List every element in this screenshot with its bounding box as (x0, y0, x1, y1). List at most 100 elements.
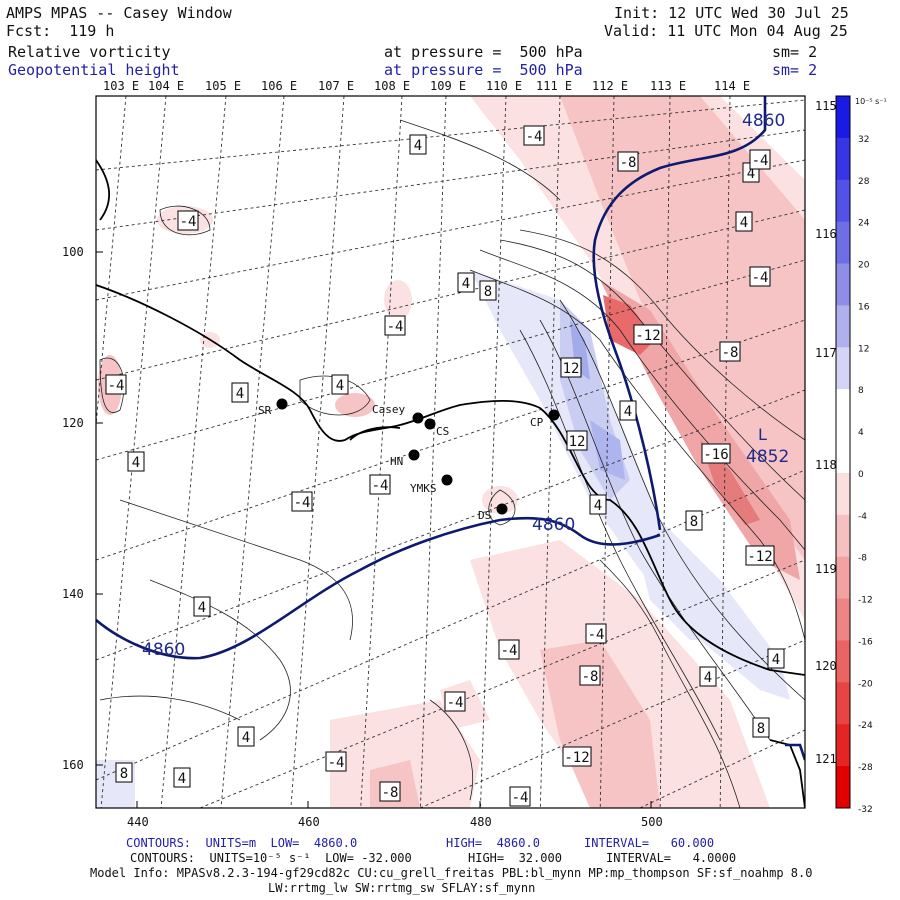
vorticity-label: -4 (523, 125, 545, 146)
svg-text:YMKS: YMKS (410, 482, 437, 495)
top-longitude-label: 114 E (714, 79, 750, 93)
svg-text:4: 4 (462, 276, 470, 292)
svg-text:8: 8 (120, 766, 128, 782)
colorbar-label: -32 (858, 805, 873, 815)
vorticity-label: 8 (685, 510, 703, 531)
colorbar-swatch (836, 598, 850, 641)
svg-text:4: 4 (198, 600, 206, 616)
vorticity-label: -4 (749, 266, 771, 287)
x-axis-tick: 440 (127, 815, 149, 829)
top-longitude-label: 111 E (536, 79, 572, 93)
valid-time: Valid: 11 UTC Mon 04 Aug 25 (604, 22, 848, 40)
svg-text:DS: DS (478, 509, 491, 522)
svg-text:4: 4 (178, 771, 186, 787)
svg-text:4: 4 (132, 455, 140, 471)
colorbar: 32 28 24 20 16 12 8 4 0 -4 -8 -12 -16 -20 -24 -28 -32 10⁻… (835, 95, 887, 815)
vorticity-contour-info: CONTOURS: UNITS=10⁻⁵ s⁻¹ LOW= -32.000 (130, 851, 412, 865)
vorticity-label: -4 (325, 751, 347, 772)
model-info-physics: LW:rrtmg_lw SW:rrtmg_sw SFLAY:sf_mynn (268, 881, 536, 895)
field2-name: Geopotential height (8, 61, 180, 79)
colorbar-label: 28 (858, 177, 870, 187)
colorbar-label: -28 (858, 763, 873, 773)
vorticity-label: -4 (498, 639, 520, 660)
svg-text:4: 4 (740, 215, 748, 231)
svg-text:12: 12 (569, 434, 586, 450)
colorbar-label: 0 (858, 470, 864, 480)
vorticity-label: 12 (560, 357, 582, 378)
vorticity-label: 4 (231, 382, 249, 403)
field1-smoothing: sm= 2 (772, 43, 818, 61)
svg-text:-8: -8 (722, 345, 739, 361)
vorticity-label: 4 (457, 272, 475, 293)
vorticity-label: -4 (369, 474, 391, 495)
vorticity-label: -4 (384, 315, 406, 336)
y-axis-tick: 100 (62, 245, 84, 259)
vorticity-label: -8 (617, 151, 639, 172)
height-contour-label: 4860 (142, 640, 185, 660)
svg-text:-4: -4 (526, 129, 543, 145)
field2-level: at pressure = 500 hPa (384, 61, 583, 79)
vorticity-label: -12 (562, 746, 592, 767)
colorbar-label: 12 (858, 344, 869, 354)
y-axis-tick: 120 (62, 416, 84, 430)
svg-text:-12: -12 (635, 328, 660, 344)
colorbar-swatch (836, 766, 850, 809)
vorticity-label: -4 (291, 491, 313, 512)
top-longitude-label: 109 E (430, 79, 466, 93)
colorbar-label: 16 (858, 302, 870, 312)
svg-text:4: 4 (747, 166, 755, 182)
colorbar-label: 32 (858, 135, 869, 145)
svg-text:4: 4 (414, 138, 422, 154)
vorticity-label: 8 (752, 717, 770, 738)
svg-text:4: 4 (772, 652, 780, 668)
svg-text:-4: -4 (328, 755, 345, 771)
svg-text:-4: -4 (447, 695, 464, 711)
colorbar-swatch (836, 640, 850, 683)
svg-text:CS: CS (436, 425, 449, 438)
height-contour-info: CONTOURS: UNITS=m LOW= 4860.0 (126, 836, 358, 850)
svg-text:-4: -4 (372, 478, 389, 494)
colorbar-label: -8 (858, 554, 867, 564)
station-casey: Casey (372, 403, 424, 424)
vorticity-label: 4 (589, 494, 607, 515)
top-longitude-label: 104 E (148, 79, 184, 93)
x-axis-tick: 460 (298, 815, 320, 829)
vorticity-label: -4 (177, 210, 199, 231)
colorbar-label: -16 (858, 637, 873, 647)
colorbar-swatch (836, 682, 850, 725)
height-contour-label: 4860 (532, 515, 575, 535)
svg-text:-8: -8 (382, 785, 399, 801)
svg-text:-4: -4 (108, 378, 125, 394)
svg-text:-4: -4 (180, 214, 197, 230)
top-longitude-label: 110 E (486, 79, 522, 93)
vorticity-label: -16 (701, 443, 731, 464)
coastline (96, 159, 805, 808)
vorticity-label: 4 (735, 211, 753, 232)
vorticity-label: 4 (173, 767, 191, 788)
station-cs: CS (424, 418, 449, 438)
height-contour-label: 4860 (742, 111, 785, 131)
vorticity-label: -4 (585, 623, 607, 644)
vorticity-label: 8 (115, 762, 133, 783)
svg-text:-8: -8 (620, 155, 637, 171)
x-axis-tick: 500 (641, 815, 663, 829)
colorbar-swatch (836, 179, 850, 223)
station-cp: CP (530, 409, 560, 429)
svg-text:-16: -16 (703, 447, 728, 463)
colorbar-label: 24 (858, 219, 870, 229)
top-longitude-label: 105 E (205, 79, 241, 93)
vorticity-contour-high: HIGH= 32.000 (468, 851, 562, 865)
vorticity-label: -4 (749, 149, 771, 170)
svg-text:-8: -8 (582, 669, 599, 685)
height-contour-high: HIGH= 4860.0 (446, 836, 540, 850)
station-sr: SR (258, 398, 288, 417)
svg-text:SR: SR (258, 404, 272, 417)
svg-text:-4: -4 (387, 319, 404, 335)
vorticity-label: -4 (509, 786, 531, 807)
svg-text:-4: -4 (512, 790, 529, 806)
svg-text:CP: CP (530, 416, 544, 429)
colorbar-swatch (836, 263, 850, 306)
field1-name: Relative vorticity (8, 43, 171, 61)
svg-text:4: 4 (242, 730, 250, 746)
